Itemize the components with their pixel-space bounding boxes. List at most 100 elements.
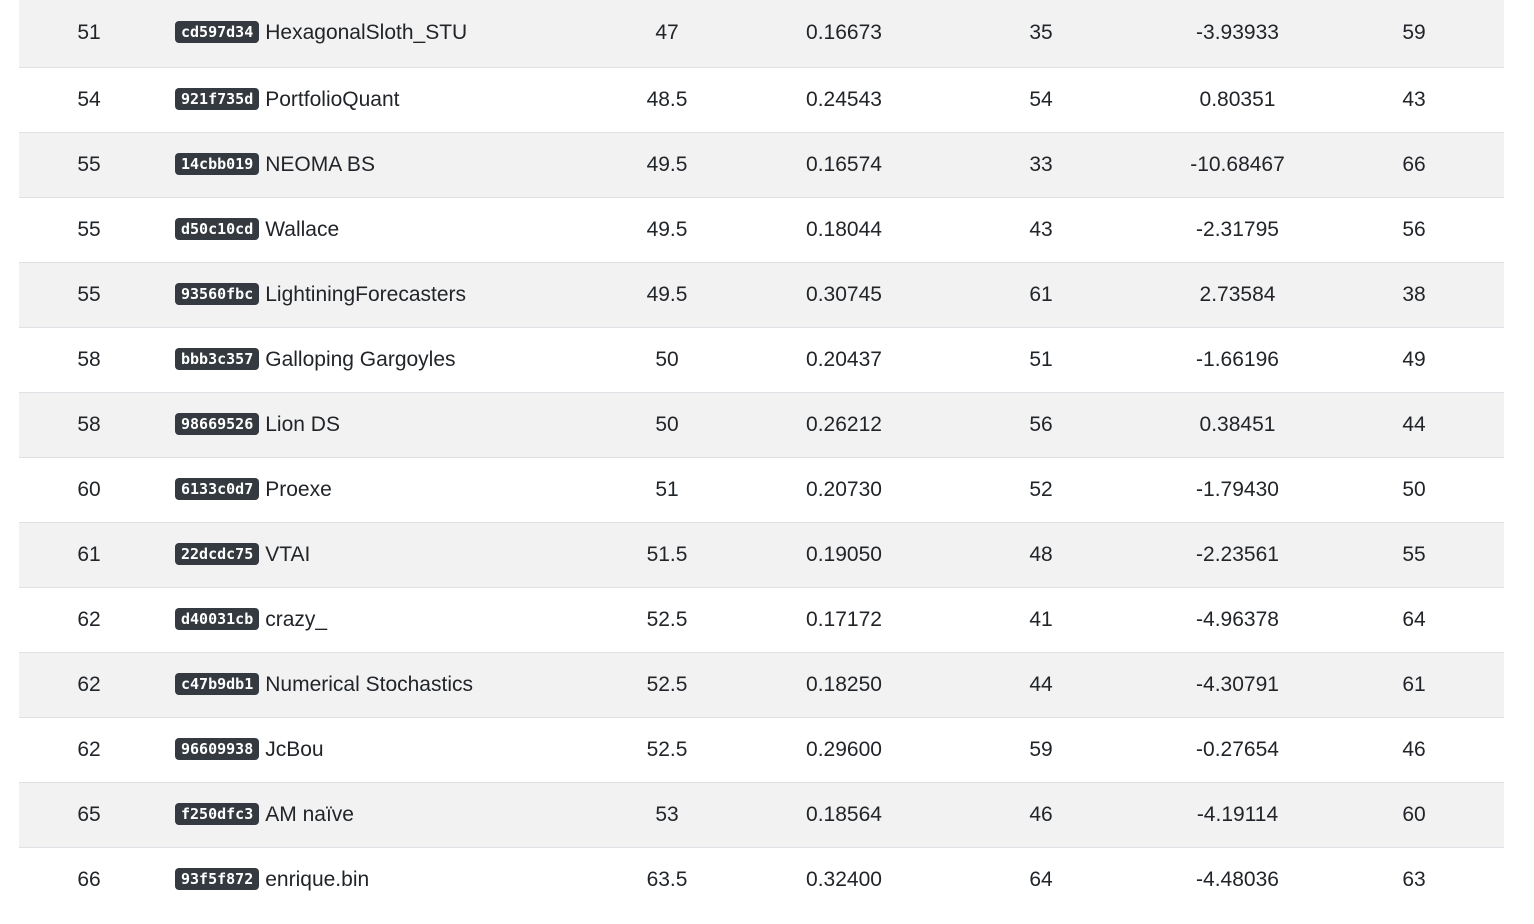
team-cell: f250dfc3 AM naïve [159,782,577,847]
team-name: Proexe [265,477,332,501]
metric-2-cell: 61 [1029,282,1053,306]
score-cell: 52.5 [646,672,688,696]
score-cell: 49.5 [646,282,688,306]
metric-3-cell: -3.93933 [1196,21,1279,45]
rank-cell: 58 [77,347,101,371]
team-cell: 921f735d PortfolioQuant [159,67,577,132]
team-name: VTAI [265,542,311,566]
submission-hash-badge: cd597d34 [175,21,260,44]
submission-hash-badge: f250dfc3 [175,802,260,825]
leaderboard-table-container: 51 cd597d34 HexagonalSloth_STU 47 0.16673 35 -… [19,0,1504,912]
score-cell: 50 [655,412,679,436]
score-cell: 63.5 [646,867,688,891]
metric-4-cell: 46 [1402,737,1426,761]
metric-1-cell: 0.20437 [806,347,882,371]
submission-hash-badge: 14cbb019 [175,152,260,175]
table-row: 51 cd597d34 HexagonalSloth_STU 47 0.16673 35 -… [19,0,1504,67]
metric-2-cell: 54 [1029,87,1053,111]
score-cell: 50 [655,347,679,371]
submission-hash-badge: bbb3c357 [175,347,260,370]
submission-hash-badge: d40031cb [175,607,260,630]
metric-2-cell: 46 [1029,802,1053,826]
submission-hash-badge: 93560fbc [175,282,260,305]
metric-2-cell: 51 [1029,347,1053,371]
table-row: 62 c47b9db1 Numerical Stochastics 52.5 0.182… [19,652,1504,717]
metric-2-cell: 64 [1029,867,1053,891]
metric-2-cell: 52 [1029,477,1053,501]
table-row: 65 f250dfc3 AM naïve 53 0.18564 46 -4.19114 60 [19,782,1504,847]
rank-cell: 55 [77,152,101,176]
team-name: AM naïve [265,802,354,826]
rank-cell: 62 [77,607,101,631]
metric-1-cell: 0.19050 [806,542,882,566]
metric-3-cell: -10.68467 [1190,152,1285,176]
rank-cell: 60 [77,477,101,501]
metric-1-cell: 0.24543 [806,87,882,111]
submission-hash-badge: d50c10cd [175,217,260,240]
team-cell: d40031cb crazy_ [159,587,577,652]
metric-3-cell: -2.23561 [1196,542,1279,566]
team-name: PortfolioQuant [265,87,400,111]
leaderboard-table: 51 cd597d34 HexagonalSloth_STU 47 0.16673 35 -… [19,0,1504,912]
score-cell: 48.5 [646,87,688,111]
metric-3-cell: -4.19114 [1196,802,1279,826]
metric-1-cell: 0.16673 [806,21,882,45]
team-name: crazy_ [265,607,328,631]
table-row: 58 bbb3c357 Galloping Gargoyles 50 0.20437 51… [19,327,1504,392]
rank-cell: 61 [77,542,101,566]
submission-hash-badge: c47b9db1 [175,672,260,695]
rank-cell: 65 [77,802,101,826]
team-cell: 93560fbc LightiningForecasters [159,262,577,327]
metric-2-cell: 35 [1029,21,1053,45]
metric-3-cell: 0.38451 [1199,412,1276,436]
metric-1-cell: 0.18250 [806,672,882,696]
score-cell: 47 [655,21,679,45]
metric-4-cell: 55 [1402,542,1426,566]
table-row: 62 96609938 JcBou 52.5 0.29600 59 -0.27654 46 [19,717,1504,782]
submission-hash-badge: 93f5f872 [175,867,260,890]
metric-2-cell: 48 [1029,542,1053,566]
team-cell: 14cbb019 NEOMA BS [159,132,577,197]
metric-2-cell: 56 [1029,412,1053,436]
metric-4-cell: 56 [1402,217,1426,241]
table-row: 54 921f735d PortfolioQuant 48.5 0.24543 54 0.8… [19,67,1504,132]
metric-4-cell: 43 [1402,87,1426,111]
metric-1-cell: 0.16574 [806,152,882,176]
team-cell: cd597d34 HexagonalSloth_STU [159,0,577,67]
score-cell: 49.5 [646,217,688,241]
metric-1-cell: 0.26212 [806,412,882,436]
metric-4-cell: 38 [1402,282,1426,306]
team-cell: d50c10cd Wallace [159,197,577,262]
metric-2-cell: 43 [1029,217,1053,241]
table-row: 58 98669526 Lion DS 50 0.26212 56 0.38451 44 [19,392,1504,457]
metric-1-cell: 0.32400 [806,867,882,891]
rank-cell: 51 [77,21,101,45]
submission-hash-badge: 921f735d [175,87,260,110]
table-row: 55 93560fbc LightiningForecasters 49.5 0.307… [19,262,1504,327]
metric-3-cell: -4.96378 [1196,607,1279,631]
team-name: enrique.bin [265,867,370,891]
rank-cell: 55 [77,282,101,306]
metric-4-cell: 50 [1402,477,1426,501]
metric-2-cell: 41 [1029,607,1053,631]
metric-4-cell: 59 [1402,21,1426,45]
score-cell: 51 [655,477,679,501]
team-name: NEOMA BS [265,152,375,176]
metric-1-cell: 0.29600 [806,737,882,761]
metric-1-cell: 0.20730 [806,477,882,501]
team-cell: 98669526 Lion DS [159,392,577,457]
table-row: 61 22dcdc75 VTAI 51.5 0.19050 48 -2.23561 55 [19,522,1504,587]
team-name: Lion DS [265,412,340,436]
metric-4-cell: 44 [1402,412,1426,436]
team-cell: 96609938 JcBou [159,717,577,782]
table-row: 66 93f5f872 enrique.bin 63.5 0.32400 64 -4.480… [19,847,1504,912]
metric-1-cell: 0.17172 [806,607,882,631]
submission-hash-badge: 96609938 [175,737,260,760]
team-name: LightiningForecasters [265,282,467,306]
metric-3-cell: 0.80351 [1199,87,1276,111]
score-cell: 52.5 [646,737,688,761]
team-name: HexagonalSloth_STU [265,21,468,45]
score-cell: 49.5 [646,152,688,176]
metric-4-cell: 60 [1402,802,1426,826]
score-cell: 51.5 [646,542,688,566]
